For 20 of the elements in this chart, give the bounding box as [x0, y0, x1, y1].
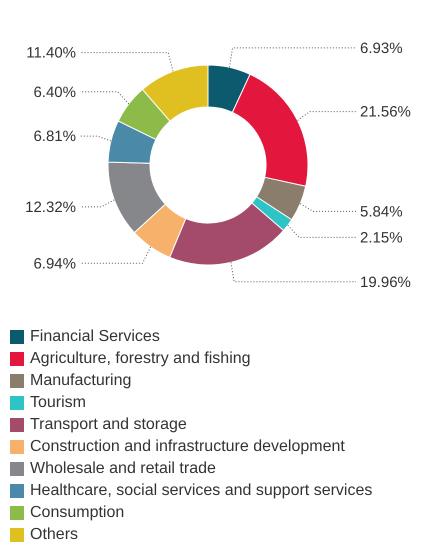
legend-label: Consumption — [30, 503, 124, 523]
data-label: 5.84% — [360, 203, 403, 220]
data-label: 21.56% — [360, 104, 411, 121]
data-label: 6.93% — [360, 40, 403, 57]
data-label: 6.81% — [33, 128, 76, 146]
data-label: 6.40% — [33, 84, 76, 101]
legend-label: Wholesale and retail trade — [30, 459, 216, 479]
legend-label: Healthcare, social services and support services — [30, 481, 372, 501]
legend-label: Agriculture, forestry and fishing — [30, 349, 251, 369]
data-label: 19.96% — [360, 274, 411, 291]
legend-label: Others — [30, 525, 78, 545]
data-label: 12.32% — [25, 198, 76, 216]
legend-label: Tourism — [30, 393, 86, 413]
legend-label: Financial Services — [30, 327, 160, 347]
data-label: 2.15% — [360, 229, 403, 246]
legend-label: Construction and infrastructure development — [30, 437, 345, 457]
data-label: 6.94% — [33, 255, 76, 272]
legend-label: Transport and storage — [30, 415, 187, 435]
legend-label: Manufacturing — [30, 371, 132, 391]
data-label: 11.40% — [26, 44, 76, 62]
